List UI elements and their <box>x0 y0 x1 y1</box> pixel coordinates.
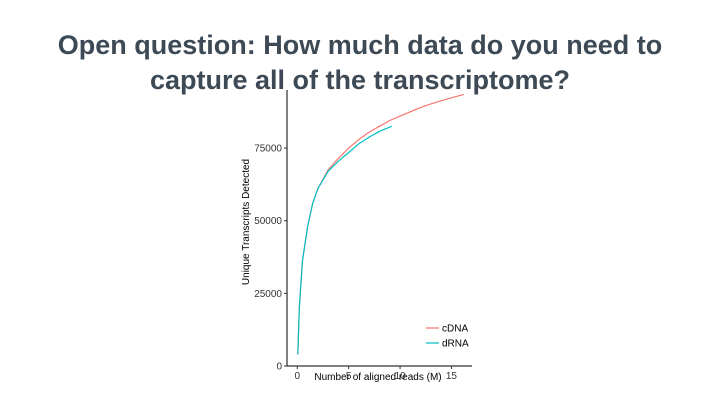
slide-title-line-1: Open question: How much data do you need… <box>57 30 663 60</box>
chart-legend: cDNA dRNA <box>426 324 469 350</box>
x-axis-label: Number of aligned reads (M) <box>314 372 441 383</box>
y-tick-label: 25000 <box>254 289 282 300</box>
legend-label-drna: dRNA <box>442 339 469 350</box>
chart-series <box>297 93 464 355</box>
x-tick-label: 5 <box>346 371 352 382</box>
y-tick-label: 0 <box>276 362 282 373</box>
slide-title-line-2: capture all of the transcriptome? <box>149 65 571 95</box>
y-tick-label: 75000 <box>254 144 282 155</box>
x-tick-label: 15 <box>446 371 458 382</box>
y-tick-label: 50000 <box>254 216 282 227</box>
series-line-cdna <box>297 93 464 355</box>
slide-title: Open question: How much data do you need… <box>0 28 720 98</box>
y-axis-label: Unique Transcripts Detected <box>241 159 252 285</box>
x-tick-label: 10 <box>394 371 406 382</box>
chart-axes: 0 5 10 15 0 25000 50000 75000 <box>254 90 472 382</box>
x-tick-label: 0 <box>294 371 300 382</box>
legend-label-cdna: cDNA <box>442 324 468 335</box>
series-line-drna <box>297 125 393 355</box>
